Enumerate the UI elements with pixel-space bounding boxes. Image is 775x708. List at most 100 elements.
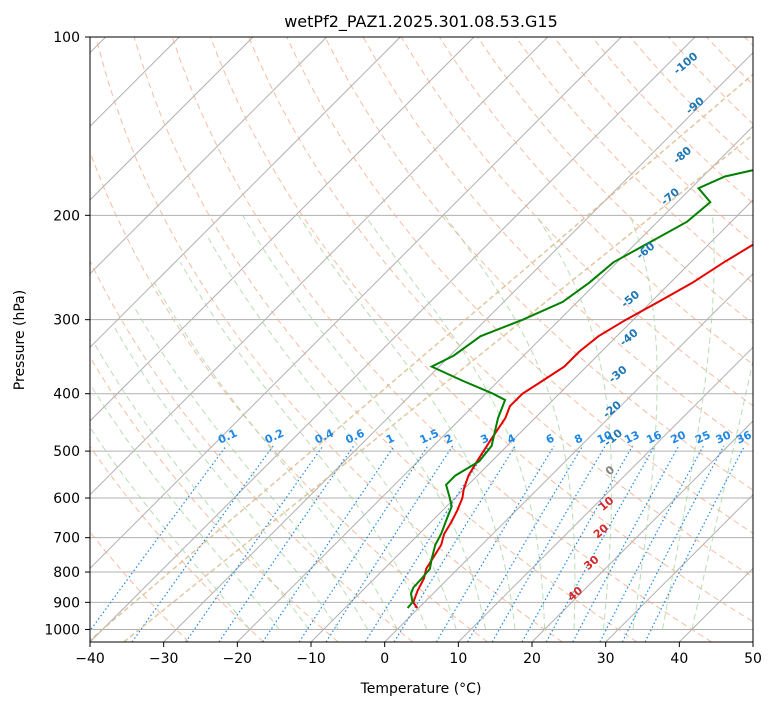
mixing-ratio-label: 0.4 <box>313 426 336 446</box>
mixing-ratio-label: 1 <box>384 432 396 447</box>
y-tick-label: 600 <box>53 491 80 507</box>
moist-adiabat <box>205 233 457 630</box>
mixing-ratio-label: 20 <box>669 428 689 446</box>
x-tick-label: 40 <box>670 651 688 667</box>
mixing-ratio-label: 0.1 <box>216 427 239 447</box>
isotherm-line <box>310 199 753 642</box>
moist-adiabat <box>444 215 576 630</box>
adiabat-label: -20 <box>600 398 624 421</box>
dry-adiabat <box>553 37 753 244</box>
lcl-curve <box>90 73 753 642</box>
mixing-ratio-line <box>131 445 274 642</box>
x-tick-label: 10 <box>449 651 467 667</box>
axes: −40 −30 −20 −10 0 10 20 30 40 5010020030040050060… <box>44 30 762 667</box>
mixing-ratio-line <box>599 445 704 642</box>
moist-adiabat <box>661 215 715 630</box>
mixing-ratio-line <box>572 445 680 642</box>
isotherm-line <box>531 420 753 642</box>
moist-adiabat <box>242 215 487 630</box>
isotherm-line <box>163 51 753 642</box>
curves-layer <box>90 37 753 642</box>
mixing-ratio-line <box>298 445 429 642</box>
grid-layer <box>90 37 753 642</box>
mixing-ratio-line <box>466 445 584 642</box>
plot-frame <box>89 36 754 643</box>
x-tick-label: −20 <box>223 651 253 667</box>
mixing-ratio-label: 3 <box>479 432 491 447</box>
mixing-ratio-line <box>521 445 634 642</box>
y-tick-label: 1000 <box>44 622 80 638</box>
moist-adiabat <box>90 426 251 630</box>
x-axis-label: Temperature (°C) <box>360 681 482 697</box>
moist-adiabat <box>133 306 369 630</box>
mixing-ratio-label: 13 <box>622 428 641 446</box>
moist-adiabat <box>90 382 280 630</box>
mixing-ratio-label: 2 <box>442 432 454 447</box>
x-tick-label: −40 <box>75 651 105 667</box>
isotherm-line <box>605 493 753 642</box>
dry-adiabat <box>90 150 488 642</box>
y-tick-label: 300 <box>53 313 80 329</box>
x-tick-label: 0 <box>380 651 389 667</box>
mixing-ratio-line <box>393 445 516 642</box>
mixing-ratio-label: 0.2 <box>263 427 286 447</box>
y-axis-label: Pressure (hPa) <box>12 290 28 390</box>
mixing-ratio-line <box>435 445 555 642</box>
moist-adiabat <box>179 262 428 630</box>
dry-adiabat <box>90 259 414 642</box>
mixing-ratio-label: 30 <box>714 428 734 446</box>
adiabat-label: -100 <box>671 49 701 77</box>
x-tick-label: 50 <box>744 651 762 667</box>
isotherm-line <box>90 37 549 496</box>
isotherm-line <box>752 641 753 642</box>
dry-adiabat <box>90 445 264 642</box>
isotherm-line <box>457 346 753 642</box>
x-tick-label: −30 <box>149 651 179 667</box>
series-layer <box>406 169 753 609</box>
moist-adiabat <box>629 215 658 630</box>
lcl-curve <box>123 133 753 642</box>
x-tick-label: −10 <box>296 651 326 667</box>
y-tick-label: 100 <box>53 30 80 46</box>
mixing-ratio-label: 36 <box>734 428 754 446</box>
mixing-ratio-label: 6 <box>544 431 557 446</box>
y-tick-label: 200 <box>53 208 80 224</box>
adiabat-label: -80 <box>671 144 695 167</box>
moist-adiabat <box>297 215 516 630</box>
dry-adiabat <box>95 37 563 642</box>
isotherm-line <box>90 37 401 349</box>
dry-adiabat <box>248 37 753 578</box>
adiabat-label: 40 <box>565 584 585 604</box>
y-tick-label: 800 <box>53 565 80 581</box>
mixing-ratio-line <box>621 445 725 642</box>
series-line-dewpoint <box>406 169 753 609</box>
y-tick-label: 700 <box>53 531 80 547</box>
adiabat-label: -70 <box>659 185 683 208</box>
adiabat-label: -90 <box>683 94 707 117</box>
dry-adiabat <box>90 356 339 642</box>
dry-adiabat <box>210 37 753 623</box>
mixing-ratio-line <box>185 445 324 642</box>
y-tick-label: 500 <box>53 444 80 460</box>
moist-adiabat <box>364 215 546 630</box>
mixing-ratio-line <box>644 445 746 642</box>
mixing-ratio-line <box>364 445 490 642</box>
isotherm-line <box>90 37 475 422</box>
adiabat-label: -50 <box>619 288 643 311</box>
adiabat-label: -30 <box>606 363 630 386</box>
dry-adiabat <box>90 531 190 642</box>
isotherm-line <box>236 125 753 642</box>
isotherm-line <box>384 272 753 642</box>
dry-adiabat <box>515 37 753 284</box>
dry-adiabat <box>133 37 638 642</box>
mixing-ratio-line <box>90 445 227 632</box>
chart-title: wetPf2_PAZ1.2025.301.08.53.G15 <box>284 12 558 32</box>
isotherm-line <box>90 37 696 642</box>
dry-adiabat <box>324 37 753 491</box>
mixing-ratio-line <box>325 445 454 642</box>
mixing-ratio-line <box>545 445 656 642</box>
x-tick-label: 30 <box>597 651 615 667</box>
mixing-ratio-label: 25 <box>693 428 712 446</box>
mixing-ratio-line <box>218 445 355 642</box>
